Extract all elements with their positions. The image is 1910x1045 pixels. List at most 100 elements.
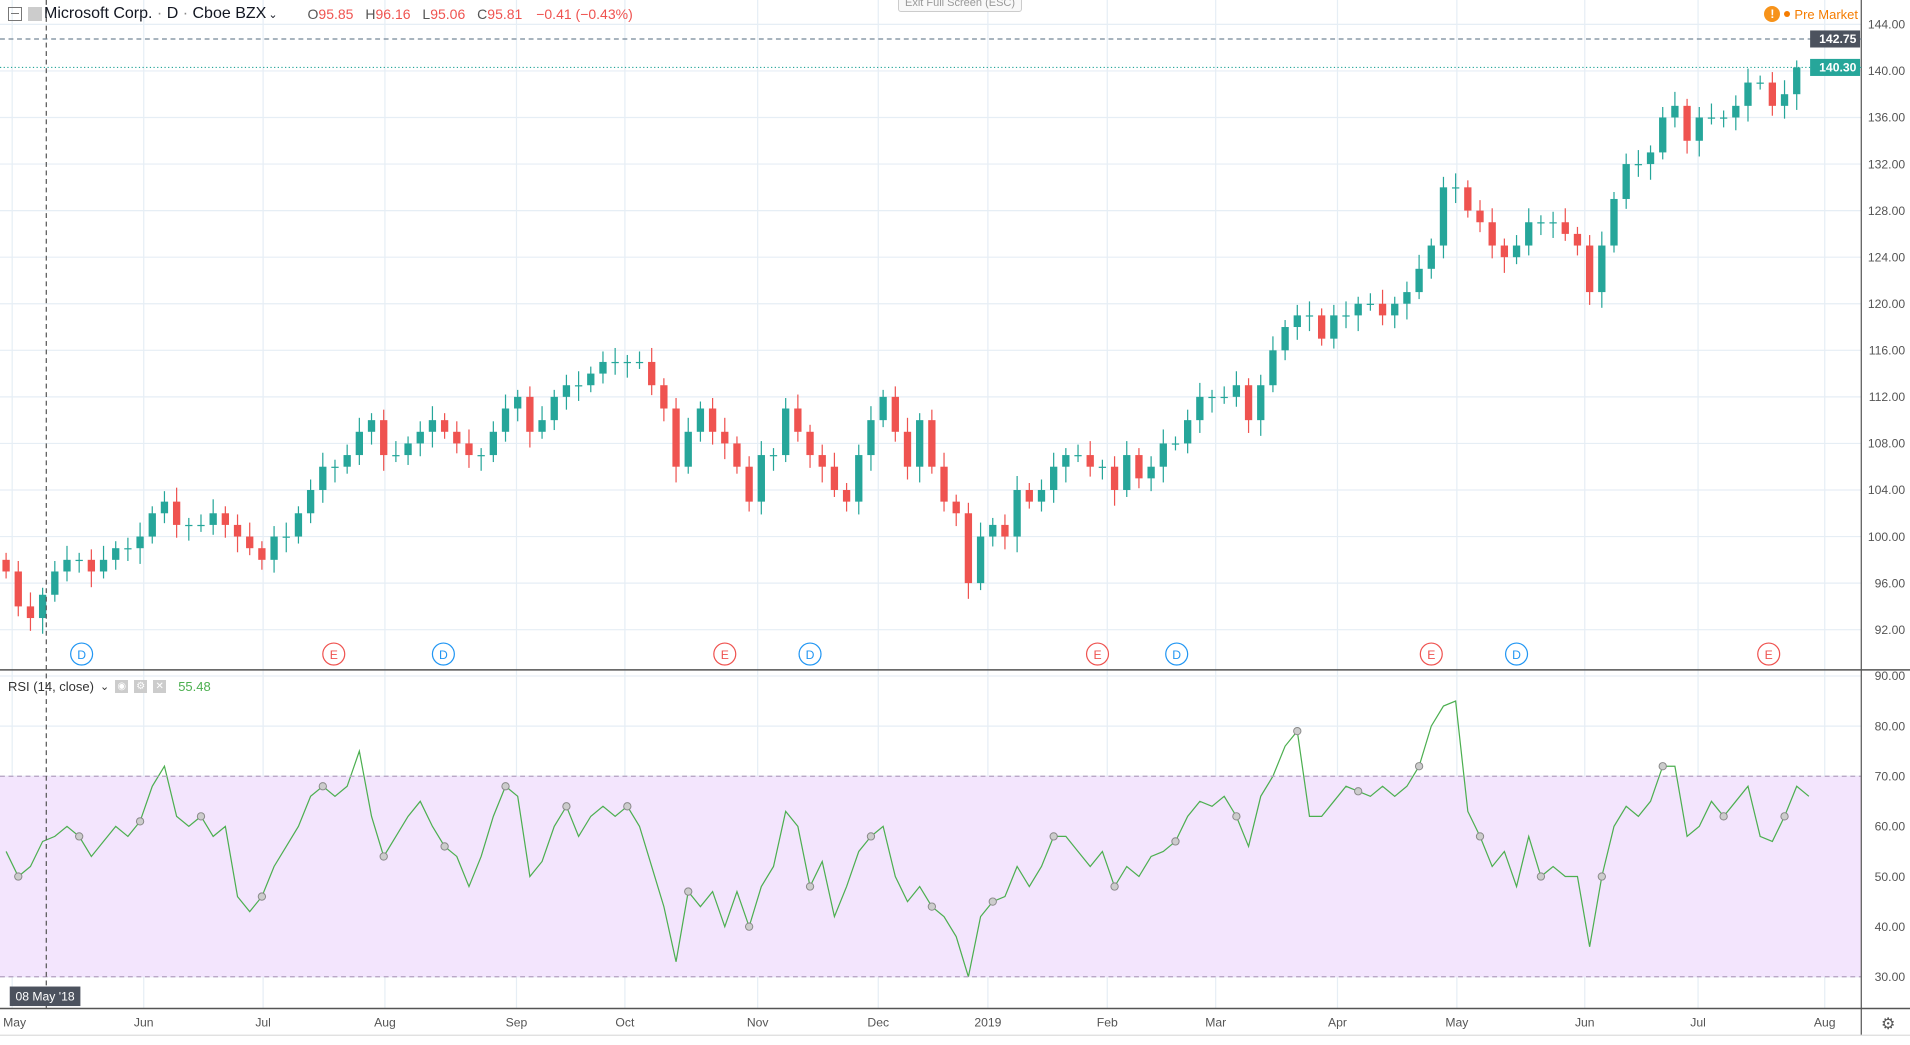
event-marker-label: D xyxy=(77,648,86,662)
candle-body xyxy=(1427,245,1435,269)
time-tick-label: Mar xyxy=(1205,1016,1226,1030)
candle-body xyxy=(258,548,266,560)
rsi-title[interactable]: RSI (14, close) xyxy=(8,679,94,694)
candle-body xyxy=(416,431,424,444)
close-icon[interactable]: ✕ xyxy=(153,680,167,693)
candle-body xyxy=(952,501,960,514)
rsi-marker xyxy=(1049,832,1058,841)
candle-body xyxy=(233,524,242,537)
time-tick-label: Jul xyxy=(255,1016,271,1030)
candle-body xyxy=(1719,117,1728,119)
time-tick-label: May xyxy=(3,1016,27,1030)
candle-body xyxy=(428,420,437,432)
dividend-marker xyxy=(70,642,94,666)
candle-body xyxy=(209,513,217,525)
candle-body xyxy=(1159,443,1167,467)
exit-fullscreen-button[interactable]: Exit Full Screen (ESC) xyxy=(898,0,1023,12)
candle-body xyxy=(623,361,631,364)
price-tick-label: 124.00 xyxy=(1868,250,1905,264)
dividend-marker xyxy=(1504,642,1529,666)
chevron-down-icon[interactable]: ⌄ xyxy=(268,8,278,21)
price-tick-label: 112.00 xyxy=(1869,390,1906,404)
rsi-line xyxy=(5,700,1810,977)
candle-body xyxy=(794,408,802,432)
gear-icon[interactable]: ⚙ xyxy=(134,680,148,693)
candle-body xyxy=(282,536,290,538)
close-label: C xyxy=(477,6,488,22)
candle-body xyxy=(270,536,278,560)
separator: · xyxy=(182,5,189,22)
candle-body xyxy=(1695,117,1703,141)
earnings-marker xyxy=(1419,642,1443,666)
candle-body xyxy=(1317,315,1326,339)
candle-body xyxy=(1354,303,1362,316)
rsi-marker xyxy=(318,782,327,791)
rsi-tick-label: 30.00 xyxy=(1875,970,1906,984)
candle-body xyxy=(721,431,729,444)
collapse-icon[interactable] xyxy=(8,7,22,21)
rsi-marker xyxy=(1536,872,1546,881)
settings-gear-icon[interactable]: ⚙ xyxy=(1881,1016,1895,1033)
candle-body xyxy=(1622,164,1630,199)
candle-body xyxy=(538,420,546,432)
price-tick-label: 116.00 xyxy=(1869,344,1906,358)
rsi-pane xyxy=(5,700,1810,977)
candle-body xyxy=(1232,385,1241,397)
candle-body xyxy=(1793,67,1801,95)
time-tick-label: Jun xyxy=(1575,1016,1595,1030)
candle-body xyxy=(477,455,485,457)
exchange[interactable]: Cboe BZX xyxy=(192,5,267,22)
event-marker-label: E xyxy=(1427,648,1435,662)
earnings-marker xyxy=(1757,642,1781,666)
symbol-name[interactable]: Microsoft Corp. xyxy=(44,5,153,22)
candle-body xyxy=(1086,455,1094,467)
candle-body xyxy=(136,536,144,549)
rsi-band xyxy=(0,776,1862,977)
candle-body xyxy=(1573,233,1582,246)
candle-body xyxy=(1050,466,1058,490)
rsi-marker xyxy=(135,817,145,826)
ohlc-values: O95.85 H96.16 L95.06 C95.81 −0.41 (−0.43… xyxy=(300,6,633,22)
price-tick-label: 144.00 xyxy=(1868,18,1905,32)
high-value: 96.16 xyxy=(375,6,411,22)
candle-body xyxy=(148,513,156,537)
rsi-tick-label: 80.00 xyxy=(1875,719,1906,733)
candle-body xyxy=(514,396,522,409)
time-tick-label: Dec xyxy=(867,1016,889,1030)
rsi-marker xyxy=(988,897,997,906)
candle-body xyxy=(550,396,558,421)
chevron-down-icon[interactable]: ⌄ xyxy=(99,681,110,693)
candle-body xyxy=(306,489,315,514)
time-tick-label: Aug xyxy=(1814,1016,1836,1030)
candle-body xyxy=(830,466,839,490)
candle-body xyxy=(940,466,948,502)
candle-body xyxy=(1512,245,1521,258)
candle-body xyxy=(465,443,473,456)
candle-body xyxy=(392,455,400,457)
earnings-marker xyxy=(713,642,737,666)
time-tick-label: Feb xyxy=(1097,1016,1118,1030)
rsi-marker xyxy=(805,882,815,891)
candle-body xyxy=(1415,268,1423,293)
rsi-marker xyxy=(744,922,754,931)
open-value: 95.85 xyxy=(318,6,354,22)
candle-body xyxy=(1488,222,1496,246)
candle-body xyxy=(1171,443,1180,445)
candle-body xyxy=(1391,303,1399,316)
candle-body xyxy=(648,361,656,386)
candle-body xyxy=(1098,466,1107,468)
price-tick-label: 92.00 xyxy=(1875,623,1906,637)
candle-body xyxy=(294,513,303,537)
separator: · xyxy=(156,5,163,22)
market-status[interactable]: ! Pre Market xyxy=(1764,6,1858,22)
candle-body xyxy=(501,408,510,432)
interval[interactable]: D xyxy=(166,5,179,22)
price-tick-label: 100.00 xyxy=(1868,530,1905,544)
crosshair-date-box xyxy=(9,986,81,1007)
crosshair-price-label: 142.75 xyxy=(1819,32,1856,46)
eye-icon[interactable]: ◉ xyxy=(115,680,129,693)
candle-body xyxy=(1269,350,1277,386)
